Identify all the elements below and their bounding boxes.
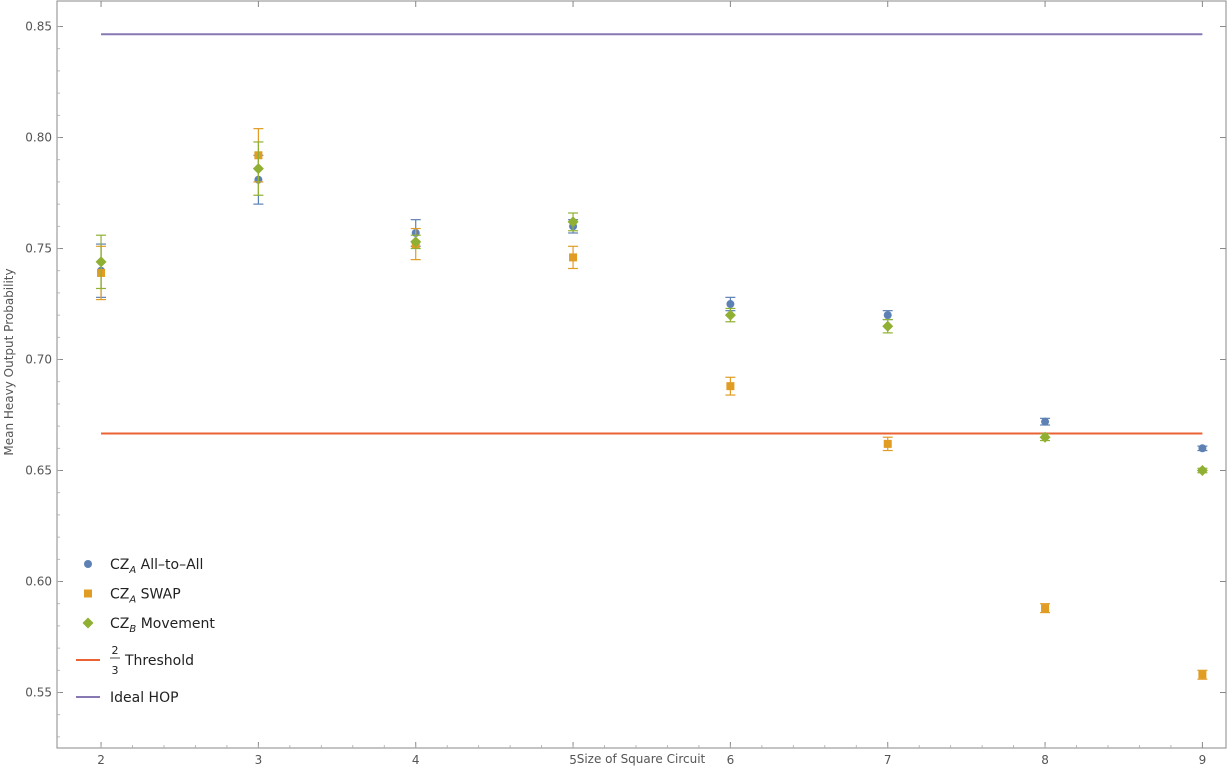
data-point [84,589,92,598]
x-axis-label: Size of Square Circuit [577,752,706,766]
legend-item: 2 3 Threshold [76,644,194,677]
plot-frame [56,0,1227,749]
legend-label: CZB Movement [110,616,215,635]
data-point [82,617,94,629]
data-point [1041,417,1050,426]
y-tick-label: 0.65 [25,464,52,478]
legend-label: CZA SWAP [110,587,181,606]
data-point [882,320,894,332]
legend-label: CZA All–to–All [110,557,203,576]
y-tick-label: 0.55 [25,686,52,700]
data-point [410,236,422,248]
data-point [252,163,264,175]
data-point [726,382,735,391]
legend-item: CZA SWAP [84,587,181,606]
data-point [569,253,578,262]
data-point [84,560,92,568]
plot-border [56,0,1227,749]
series-group [95,141,1208,477]
legend: CZA All–to–All CZA SWAP CZB Movement 2 3 Thre… [76,557,215,706]
legend-label: Threshold [124,653,194,669]
data-point [1039,431,1051,443]
data-point [1198,670,1207,679]
x-tick-label: 7 [884,753,892,767]
data-point [95,256,107,268]
x-tick-label: 5 [569,753,577,767]
legend-item: Ideal HOP [76,690,179,706]
legend-fraction-numerator: 2 [112,644,119,657]
y-axis-label: Mean Heavy Output Probability [2,268,16,455]
y-tick-label: 0.85 [25,20,52,34]
x-tick-label: 9 [1199,753,1207,767]
data-point [1198,444,1207,453]
legend-item: CZB Movement [82,616,215,635]
x-tick-label: 3 [255,753,263,767]
series-group [96,154,1208,453]
legend-item: CZA All–to–All [84,557,203,576]
y-tick-label: 0.75 [25,242,52,256]
data-point [726,300,735,309]
data-point [883,439,892,448]
y-tick-label: 0.60 [25,575,52,589]
reference-lines [101,33,1203,435]
data-point [567,216,579,228]
data-point [1041,604,1050,613]
x-tick-label: 6 [727,753,735,767]
data-points [95,128,1208,680]
legend-fraction-denominator: 3 [112,664,119,677]
x-tick-label: 8 [1041,753,1049,767]
data-point [724,309,736,321]
y-tick-label: 0.80 [25,131,52,145]
data-point [1196,465,1208,477]
legend-label: Ideal HOP [110,690,179,706]
data-point [883,311,892,320]
x-tick-label: 4 [412,753,420,767]
series-group [96,128,1208,680]
x-tick-label: 2 [97,753,105,767]
y-tick-label: 0.70 [25,353,52,367]
axis-ticks: 2 3 4 5 6 7 8 9 0.55 0.60 0.65 0.70 0.75 0.80 0.85 [25,1,1226,767]
